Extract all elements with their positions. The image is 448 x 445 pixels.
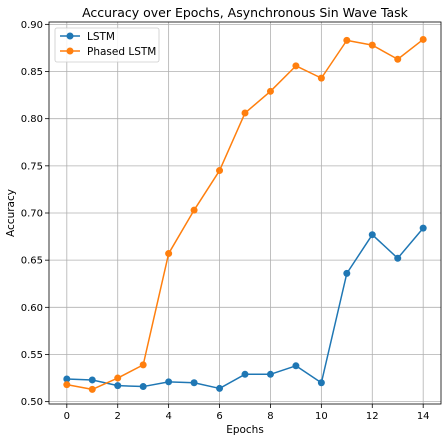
data-point-lstm xyxy=(368,231,376,239)
legend-label-lstm: LSTM xyxy=(87,31,115,43)
data-point-phased-lstm xyxy=(266,87,274,95)
data-point-lstm xyxy=(216,384,224,392)
y-tick-label: 0.80 xyxy=(21,114,43,125)
x-tick-label: 8 xyxy=(267,411,273,422)
legend-marker-lstm xyxy=(66,32,74,40)
data-point-lstm xyxy=(419,224,427,232)
data-point-phased-lstm xyxy=(317,74,325,82)
data-point-phased-lstm xyxy=(394,55,402,63)
data-point-phased-lstm xyxy=(139,361,147,369)
y-axis-label: Accuracy xyxy=(5,189,17,237)
y-axis-ticks: 0.50 0.55 0.60 0.65 0.70 0.75 0.80 0.85 0.90 xyxy=(21,20,49,408)
y-tick-label: 0.70 xyxy=(21,209,43,220)
data-point-lstm xyxy=(114,382,122,390)
x-axis-ticks: 0 2 4 6 8 10 12 14 xyxy=(64,404,430,422)
y-tick-label: 0.55 xyxy=(21,350,43,361)
x-tick-label: 4 xyxy=(165,411,171,422)
data-point-phased-lstm xyxy=(165,250,173,258)
grid-lines xyxy=(49,22,441,404)
chart-legend: LSTM Phased LSTM xyxy=(54,27,160,63)
data-point-lstm xyxy=(165,378,173,386)
x-tick-label: 0 xyxy=(64,411,70,422)
data-point-phased-lstm xyxy=(368,41,376,49)
data-point-lstm xyxy=(292,362,300,370)
x-tick-label: 14 xyxy=(417,411,430,422)
data-point-lstm xyxy=(139,383,147,391)
data-point-lstm xyxy=(88,376,96,384)
y-tick-label: 0.65 xyxy=(21,256,43,267)
data-point-phased-lstm xyxy=(241,109,249,117)
data-point-phased-lstm xyxy=(419,35,427,43)
data-point-phased-lstm xyxy=(292,62,300,70)
data-point-lstm xyxy=(394,254,402,262)
data-point-lstm xyxy=(190,379,198,387)
data-point-phased-lstm xyxy=(190,206,198,214)
y-tick-label: 0.50 xyxy=(21,397,43,408)
legend-label-phased-lstm: Phased LSTM xyxy=(87,46,156,58)
x-tick-label: 12 xyxy=(366,411,379,422)
x-axis-label: Epochs xyxy=(226,424,264,436)
y-tick-label: 0.75 xyxy=(21,161,43,172)
data-point-lstm xyxy=(266,370,274,378)
legend-box xyxy=(54,27,160,63)
data-point-phased-lstm xyxy=(343,36,351,44)
y-tick-label: 0.90 xyxy=(21,20,43,31)
data-point-lstm xyxy=(317,379,325,387)
x-tick-label: 10 xyxy=(315,411,328,422)
data-point-phased-lstm xyxy=(114,374,122,382)
data-point-lstm xyxy=(241,370,249,378)
data-series xyxy=(63,35,427,393)
chart-title: Accuracy over Epochs, Asynchronous Sin W… xyxy=(82,5,409,20)
data-point-phased-lstm xyxy=(63,381,71,389)
data-point-lstm xyxy=(343,269,351,277)
y-tick-label: 0.60 xyxy=(21,303,43,314)
x-tick-label: 6 xyxy=(216,411,222,422)
data-point-phased-lstm xyxy=(88,385,96,393)
data-point-phased-lstm xyxy=(216,167,224,175)
x-tick-label: 2 xyxy=(115,411,121,422)
data-point-lstm xyxy=(63,375,71,383)
legend-marker-phased-lstm xyxy=(66,47,74,55)
y-tick-label: 0.85 xyxy=(21,67,43,78)
